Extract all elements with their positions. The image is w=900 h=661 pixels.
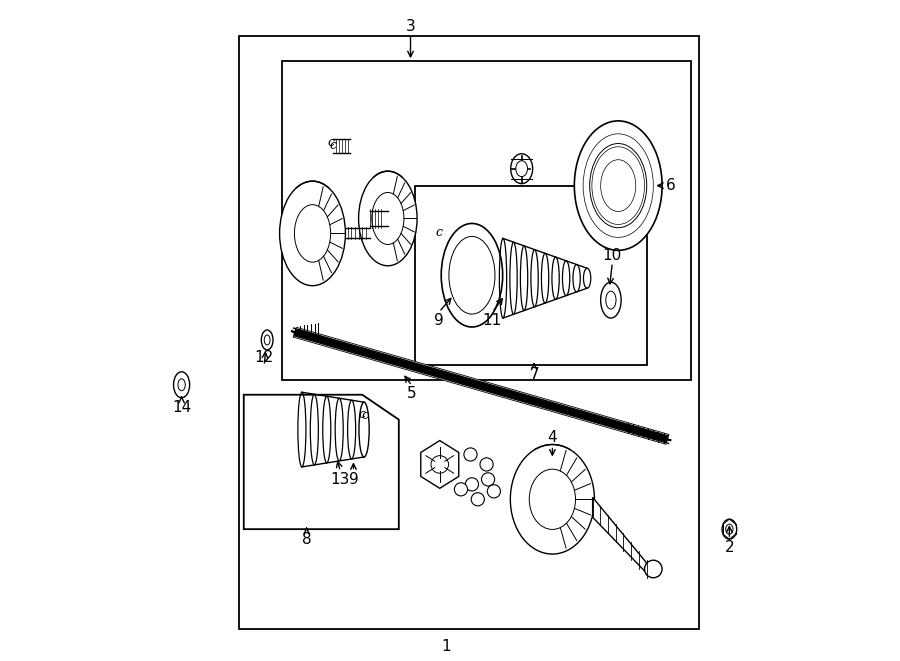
Text: 1: 1 [442, 639, 451, 654]
Text: 9: 9 [434, 313, 444, 328]
Text: 11: 11 [482, 313, 502, 328]
Circle shape [487, 485, 500, 498]
Ellipse shape [529, 469, 575, 529]
Ellipse shape [280, 181, 346, 286]
Text: 5: 5 [407, 386, 417, 401]
Ellipse shape [358, 171, 417, 266]
Text: 10: 10 [603, 248, 622, 263]
Text: 6: 6 [666, 178, 676, 193]
Text: 13: 13 [330, 472, 350, 487]
Text: 4: 4 [547, 430, 557, 445]
Polygon shape [291, 331, 671, 440]
Ellipse shape [600, 282, 621, 318]
Text: c: c [362, 409, 369, 422]
Text: c: c [436, 226, 443, 239]
Text: 2: 2 [724, 539, 734, 555]
Circle shape [480, 458, 493, 471]
Circle shape [465, 478, 479, 491]
Circle shape [472, 492, 484, 506]
Polygon shape [244, 395, 399, 529]
Polygon shape [592, 497, 647, 574]
Text: c: c [359, 408, 365, 421]
Text: c: c [328, 136, 334, 149]
Text: 3: 3 [406, 19, 416, 34]
Ellipse shape [449, 237, 495, 314]
Ellipse shape [574, 121, 662, 251]
Ellipse shape [516, 161, 527, 176]
Ellipse shape [590, 143, 647, 227]
Ellipse shape [510, 154, 533, 184]
Ellipse shape [174, 372, 190, 398]
Text: 7: 7 [529, 368, 539, 382]
Circle shape [482, 473, 495, 486]
Ellipse shape [265, 335, 270, 345]
Ellipse shape [722, 519, 737, 539]
Text: 14: 14 [172, 400, 191, 415]
Circle shape [454, 483, 468, 496]
Ellipse shape [359, 402, 369, 457]
Bar [415, 186, 647, 365]
Ellipse shape [725, 524, 733, 534]
Polygon shape [421, 440, 459, 488]
Circle shape [431, 455, 448, 473]
Ellipse shape [510, 444, 594, 554]
Ellipse shape [606, 291, 616, 309]
Text: 8: 8 [302, 531, 311, 547]
Text: c: c [329, 139, 337, 152]
Bar [239, 36, 698, 629]
Ellipse shape [294, 205, 330, 262]
Ellipse shape [372, 192, 404, 245]
Ellipse shape [178, 379, 185, 391]
Ellipse shape [441, 223, 503, 327]
Text: 9: 9 [348, 472, 358, 487]
Text: 12: 12 [255, 350, 274, 366]
Circle shape [644, 561, 662, 578]
Ellipse shape [261, 330, 273, 350]
Bar [282, 61, 691, 380]
Circle shape [464, 448, 477, 461]
